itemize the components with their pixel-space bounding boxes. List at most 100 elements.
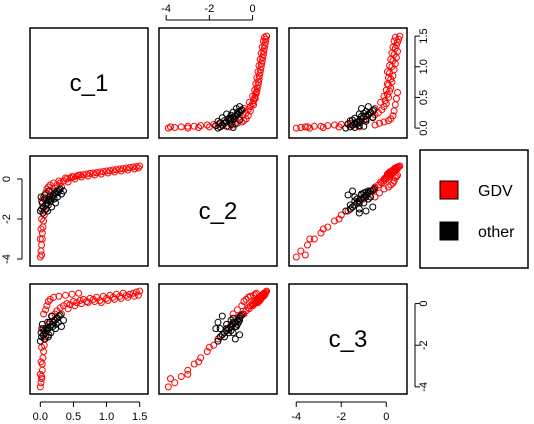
point-other: [351, 193, 359, 201]
point-other: [367, 193, 374, 201]
point-gdv: [89, 169, 97, 177]
point-gdv: [124, 166, 132, 174]
point-other: [218, 331, 226, 339]
point-other: [351, 197, 359, 205]
point-gdv: [304, 241, 311, 249]
point-gdv: [383, 68, 391, 76]
point-other: [364, 195, 372, 203]
point-other: [236, 331, 244, 339]
point-other: [45, 187, 53, 195]
point-other: [349, 187, 356, 195]
point-other: [60, 187, 67, 195]
point-gdv: [390, 37, 398, 45]
point-other: [223, 320, 231, 328]
point-gdv: [109, 166, 117, 174]
point-gdv: [103, 167, 111, 175]
point-gdv: [104, 297, 112, 304]
point-other: [231, 335, 239, 343]
point-gdv: [229, 310, 237, 318]
point-other: [346, 201, 354, 209]
point-gdv: [301, 251, 309, 259]
point-other: [212, 325, 220, 333]
point-gdv: [36, 370, 44, 378]
x-tick-label-c_1: 1.5: [132, 411, 147, 423]
panel-frame-1-2: [158, 27, 278, 139]
point-other: [52, 199, 59, 207]
point-gdv: [258, 293, 266, 301]
point-gdv: [99, 292, 107, 300]
point-gdv: [171, 124, 179, 131]
point-other: [41, 335, 49, 343]
point-other: [223, 325, 231, 333]
point-gdv: [331, 217, 338, 225]
point-gdv: [310, 122, 318, 130]
point-other: [355, 197, 363, 205]
point-gdv: [44, 298, 52, 305]
point-gdv: [246, 302, 254, 310]
point-gdv: [197, 354, 205, 362]
point-gdv: [177, 373, 185, 380]
point-other: [353, 199, 361, 207]
point-gdv: [134, 164, 142, 172]
y-tick-label-c_3: -4: [418, 382, 430, 392]
point-gdv: [391, 33, 399, 41]
point-other: [360, 199, 368, 207]
point-other: [358, 105, 365, 112]
point-gdv: [380, 185, 388, 193]
x-tick-label-c_2: -4: [161, 3, 171, 15]
legend-swatch-other: [439, 221, 459, 241]
point-other: [342, 207, 350, 215]
point-gdv: [389, 112, 397, 120]
point-gdv: [259, 37, 267, 45]
point-gdv: [263, 287, 271, 295]
y-tick-label-c_2: 0: [1, 176, 13, 182]
point-other: [229, 314, 237, 322]
point-other: [44, 207, 52, 215]
point-gdv: [371, 121, 379, 129]
point-other: [358, 195, 365, 203]
point-gdv: [310, 235, 318, 243]
point-other: [44, 318, 52, 326]
legend-box: [419, 149, 529, 269]
point-gdv: [240, 117, 248, 125]
point-other: [355, 199, 363, 207]
point-gdv: [380, 92, 388, 100]
point-gdv: [396, 32, 404, 40]
point-gdv: [190, 122, 198, 130]
point-gdv: [63, 300, 71, 308]
point-other: [227, 327, 235, 335]
point-gdv: [83, 170, 91, 178]
point-other: [225, 325, 233, 333]
point-gdv: [75, 289, 83, 297]
point-gdv: [317, 229, 325, 237]
point-other: [369, 186, 377, 194]
x-tick-label-c_3: -2: [336, 411, 346, 423]
point-gdv: [319, 225, 327, 233]
point-gdv: [84, 172, 92, 180]
point-other: [369, 114, 377, 122]
point-other: [231, 120, 239, 128]
point-other: [344, 191, 352, 199]
point-gdv: [55, 292, 63, 300]
point-other: [42, 325, 50, 333]
point-gdv: [249, 92, 257, 100]
point-gdv: [62, 291, 69, 299]
point-gdv: [122, 164, 130, 172]
point-gdv: [46, 295, 54, 303]
point-gdv: [335, 215, 343, 223]
point-gdv: [40, 310, 48, 318]
point-gdv: [292, 253, 300, 261]
point-gdv: [37, 225, 45, 233]
x-tick-label-c_2: -2: [204, 3, 214, 15]
point-gdv: [136, 287, 144, 295]
point-gdv: [371, 105, 379, 112]
x-tick-label-c_2: 0: [249, 3, 255, 15]
point-other: [349, 203, 356, 211]
y-tick-label-c_2: -4: [1, 254, 13, 264]
point-gdv: [292, 124, 300, 132]
y-tick-label-c_3: 0: [418, 301, 430, 307]
point-other: [221, 333, 228, 341]
point-other: [212, 122, 220, 130]
point-gdv: [195, 124, 203, 131]
